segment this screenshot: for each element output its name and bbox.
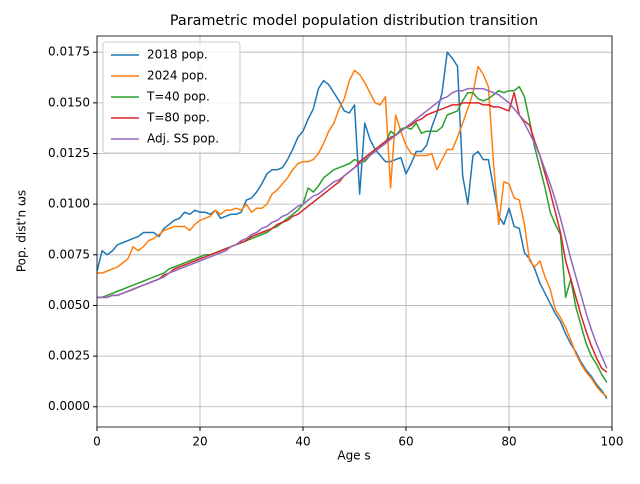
x-tick-label: 60: [398, 435, 413, 449]
x-tick-label: 20: [192, 435, 207, 449]
series-line: [97, 65, 608, 398]
x-tick-label: 0: [93, 435, 101, 449]
y-tick-label: 0.0125: [48, 146, 90, 160]
series-line: [97, 87, 608, 369]
y-tick-label: 0.0150: [48, 95, 90, 109]
legend-label: 2024 pop.: [147, 69, 208, 83]
x-axis-label: Age s: [337, 449, 370, 463]
legend-label: Adj. SS pop.: [147, 132, 219, 146]
y-tick-label: 0.0075: [48, 247, 90, 261]
y-tick-label: 0.0175: [48, 45, 90, 59]
y-axis-label: Pop. dist'n ωs: [15, 190, 29, 272]
series-line: [97, 85, 608, 383]
x-tick-label: 100: [601, 435, 624, 449]
series-line: [96, 51, 608, 400]
plot-frame: [96, 35, 613, 428]
legend-label: T=80 pop.: [146, 111, 210, 125]
y-tick-label: 0.0050: [48, 298, 90, 312]
x-tick-label: 80: [501, 435, 516, 449]
legend-box: [102, 41, 241, 154]
chart-title: Parametric model population distribution…: [170, 13, 538, 29]
y-tick-label: 0.0100: [48, 197, 90, 211]
y-tick-label: 0.0000: [48, 399, 90, 413]
legend-label: T=40 pop.: [146, 90, 210, 104]
y-tick-label: 0.0025: [48, 349, 90, 363]
x-tick-label: 40: [295, 435, 310, 449]
legend-label: 2018 pop.: [147, 48, 208, 62]
